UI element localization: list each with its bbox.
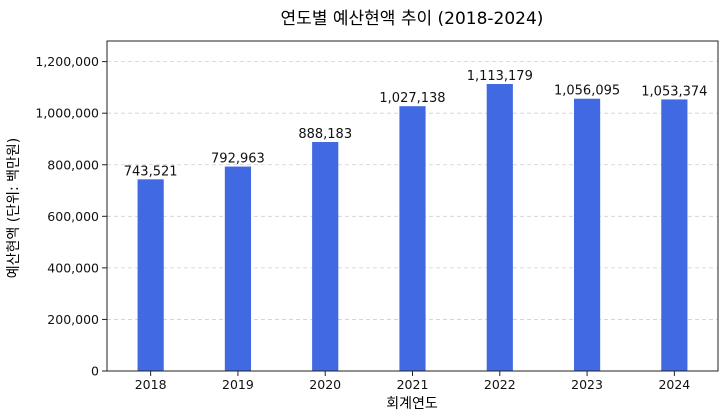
x-axis-label: 회계연도: [386, 396, 438, 412]
x-tick-label-2024: 2024: [658, 377, 690, 392]
bar-2024: [661, 99, 688, 372]
x-tick-label-2023: 2023: [571, 377, 603, 392]
data-label-2018: 743,521: [124, 164, 178, 179]
plot-frame: [106, 40, 719, 372]
data-labels: 743,521 792,963 888,183 1,027,138 1,113,179 1…: [124, 69, 708, 179]
data-label-2023: 1,056,095: [554, 84, 620, 99]
x-tick-label-2021: 2021: [397, 377, 429, 392]
x-tick-label-2020: 2020: [309, 377, 341, 392]
bar-2022: [486, 84, 513, 371]
y-tick-label: 0: [91, 364, 99, 379]
x-tick-label-2022: 2022: [484, 377, 516, 392]
y-axis-label: 예산현액 (단위: 백만원): [6, 138, 22, 278]
y-tick-label: 200,000: [47, 312, 99, 327]
data-label-2022: 1,113,179: [467, 69, 533, 84]
x-tick-label-2019: 2019: [222, 377, 254, 392]
data-label-2019: 792,963: [211, 152, 265, 167]
y-tick-label: 800,000: [47, 157, 99, 172]
bars: [137, 84, 688, 372]
data-label-2024: 1,053,374: [641, 84, 707, 99]
x-axis-ticks: 2018 2019 2020 2021 2022 2023 2024: [135, 371, 690, 392]
y-tick-label: 1,200,000: [35, 54, 99, 69]
bar-2018: [137, 179, 164, 371]
gridlines: [107, 61, 718, 320]
bar-2020: [312, 142, 339, 371]
x-tick-label-2018: 2018: [135, 377, 167, 392]
data-label-2021: 1,027,138: [379, 91, 445, 106]
y-tick-label: 400,000: [47, 260, 99, 275]
y-tick-label: 1,000,000: [35, 106, 99, 121]
bar-2019: [224, 166, 252, 371]
chart-title: 연도별 예산현액 추이 (2018-2024): [281, 9, 544, 29]
data-label-2020: 888,183: [298, 127, 352, 142]
y-axis-ticks: 0 200,000 400,000 600,000 800,000 1,000,000 1,…: [35, 54, 107, 379]
bar-2021: [399, 106, 426, 372]
y-tick-label: 600,000: [47, 209, 99, 224]
bar-2023: [573, 98, 601, 371]
